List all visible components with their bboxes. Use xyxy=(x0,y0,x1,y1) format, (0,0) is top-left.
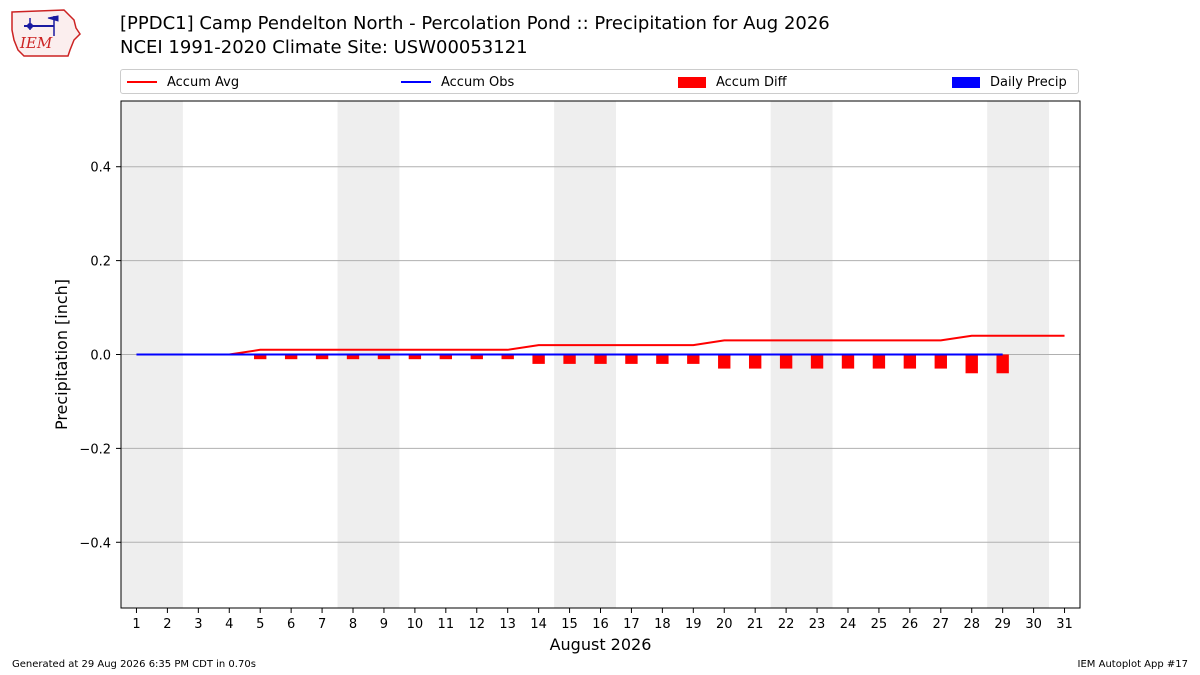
x-tick-label: 26 xyxy=(902,617,919,632)
x-tick-label: 30 xyxy=(1025,617,1042,632)
legend-item-daily-precip: Daily Precip xyxy=(952,73,1067,91)
accum-diff-bar xyxy=(872,354,886,369)
x-tick-label: 8 xyxy=(349,617,357,632)
legend-label: Accum Avg xyxy=(167,74,240,90)
x-tick-label: 20 xyxy=(716,617,733,632)
accum-avg-line xyxy=(136,334,1065,356)
x-tick-label: 13 xyxy=(499,617,516,632)
x-tick-label: 4 xyxy=(225,617,233,632)
accum-diff-bar xyxy=(779,354,793,369)
accum-diff-bar xyxy=(532,354,545,364)
x-tick-label: 3 xyxy=(194,617,202,632)
x-tick-label: 22 xyxy=(778,617,795,632)
accum-diff-bar xyxy=(841,354,855,369)
legend-swatch xyxy=(678,76,706,88)
y-tick-label: −0.4 xyxy=(79,536,111,551)
x-tick-label: 10 xyxy=(407,617,424,632)
accum-diff-bar xyxy=(563,354,576,364)
y-tick-label: −0.2 xyxy=(79,442,111,457)
x-tick-label: 9 xyxy=(380,617,388,632)
x-axis-label: August 2026 xyxy=(550,635,652,654)
legend-item-accum-avg: Accum Avg xyxy=(127,73,239,91)
accum-diff-bar xyxy=(625,354,638,364)
accum-diff-bar xyxy=(748,354,762,369)
x-tick-label: 6 xyxy=(287,617,295,632)
weather-instrument-icon xyxy=(24,15,59,36)
generated-timestamp: Generated at 29 Aug 2026 6:35 PM CDT in … xyxy=(12,659,256,670)
x-tick-label: 17 xyxy=(623,617,640,632)
x-tick-label: 16 xyxy=(592,617,609,632)
x-tick-label: 24 xyxy=(840,617,857,632)
legend: Accum Avg Accum Obs Accum Diff Daily Pre… xyxy=(120,69,1079,94)
legend-item-accum-obs: Accum Obs xyxy=(401,73,514,91)
logo-text: IEM xyxy=(19,34,53,52)
accum-diff-bar xyxy=(687,354,700,364)
accum-diff-bar xyxy=(284,354,298,360)
x-tick-label: 15 xyxy=(561,617,578,632)
y-axis-label: Precipitation [inch] xyxy=(52,279,71,430)
accum-diff-bar xyxy=(810,354,824,369)
iem-logo: IEM xyxy=(11,9,81,57)
x-tick-label: 2 xyxy=(163,617,171,632)
legend-swatch xyxy=(127,81,157,83)
accum-diff-bar xyxy=(718,354,731,369)
accum-diff-bar xyxy=(254,354,267,360)
y-tick-label: 0.0 xyxy=(90,349,111,364)
chart-title: [PPDC1] Camp Pendelton North - Percolati… xyxy=(120,13,830,34)
accum-diff-bar xyxy=(315,354,329,360)
x-tick-label: 7 xyxy=(318,617,326,632)
x-tick-label: 11 xyxy=(438,617,455,632)
x-tick-label: 25 xyxy=(871,617,888,632)
accum-diff-bar xyxy=(934,354,947,369)
x-tick-label: 31 xyxy=(1056,617,1073,632)
accum-diff-bar xyxy=(594,354,607,364)
x-tick-label: 19 xyxy=(685,617,702,632)
accum-diff-bar xyxy=(965,354,978,374)
iowa-outline xyxy=(11,9,81,57)
x-tick-label: 12 xyxy=(468,617,485,632)
accum-diff-bar xyxy=(377,354,391,360)
x-tick-label: 1 xyxy=(132,617,140,632)
y-tick-label: 0.4 xyxy=(90,161,111,176)
chart-subtitle: NCEI 1991-2020 Climate Site: USW00053121 xyxy=(120,37,528,58)
x-tick-label: 23 xyxy=(809,617,826,632)
x-tick-label: 18 xyxy=(654,617,671,632)
accum-diff-bar xyxy=(346,354,360,360)
accum-diff-bar xyxy=(501,354,514,360)
y-tick-label: 0.2 xyxy=(90,255,111,270)
legend-label: Accum Diff xyxy=(716,74,787,90)
accum-diff-bar xyxy=(656,354,669,364)
legend-label: Daily Precip xyxy=(990,74,1067,90)
app-id-label: IEM Autoplot App #17 xyxy=(1077,659,1188,670)
accum-diff-bar xyxy=(996,354,1009,374)
x-tick-label: 29 xyxy=(994,617,1011,632)
legend-swatch xyxy=(401,81,431,83)
accum-diff-bar xyxy=(439,354,453,360)
x-tick-label: 5 xyxy=(256,617,264,632)
legend-item-accum-diff: Accum Diff xyxy=(678,73,787,91)
legend-label: Accum Obs xyxy=(441,74,515,90)
x-tick-label: 28 xyxy=(963,617,980,632)
x-tick-label: 27 xyxy=(933,617,950,632)
accum-diff-bar xyxy=(470,354,483,360)
legend-swatch xyxy=(952,76,980,88)
x-tick-label: 21 xyxy=(747,617,764,632)
accum-diff-bar xyxy=(903,354,917,369)
accum-diff-bar xyxy=(408,354,422,360)
x-tick-label: 14 xyxy=(530,617,547,632)
